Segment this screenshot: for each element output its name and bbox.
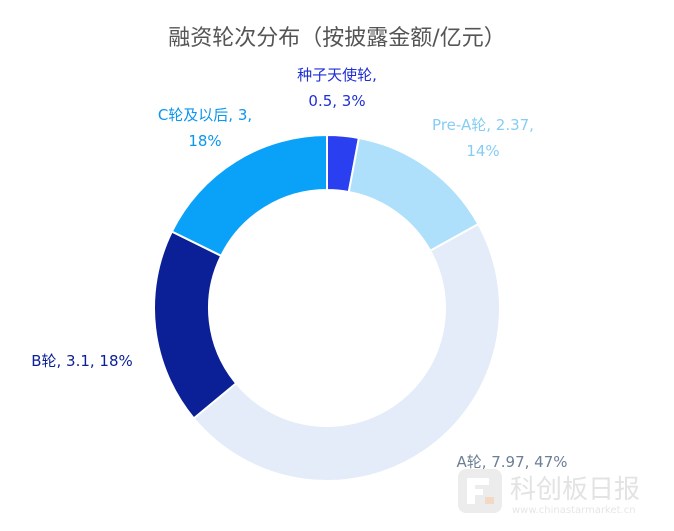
slice-label: C轮及以后, 3, [158,106,252,124]
donut-slices [153,133,501,482]
watermark-text: 科创板日报 [510,475,640,505]
slice-label: 0.5, 3% [308,92,365,110]
watermark-url: www.chinastarmarket.cn [512,505,636,516]
watermark: 科创板日报 www.chinastarmarket.cn [458,469,640,516]
slice-label: B轮, 3.1, 18% [31,352,133,370]
donut-slice [153,230,238,420]
donut-slice [192,222,501,482]
chart-title: 融资轮次分布（按披露金额/亿元） [168,26,505,51]
slice-labels: 种子天使轮, 0.5, 3% Pre-A轮, 2.37, 14% A轮, 7.97, 4… [31,66,567,471]
chinastarmarket-logo-icon [458,469,502,513]
slice-label: 18% [188,132,221,150]
slice-label: 14% [466,142,499,160]
slice-label: Pre-A轮, 2.37, [432,116,534,134]
slice-label: A轮, 7.97, 47% [456,453,567,471]
slice-label: 种子天使轮, [297,66,377,84]
donut-slice [170,133,328,258]
